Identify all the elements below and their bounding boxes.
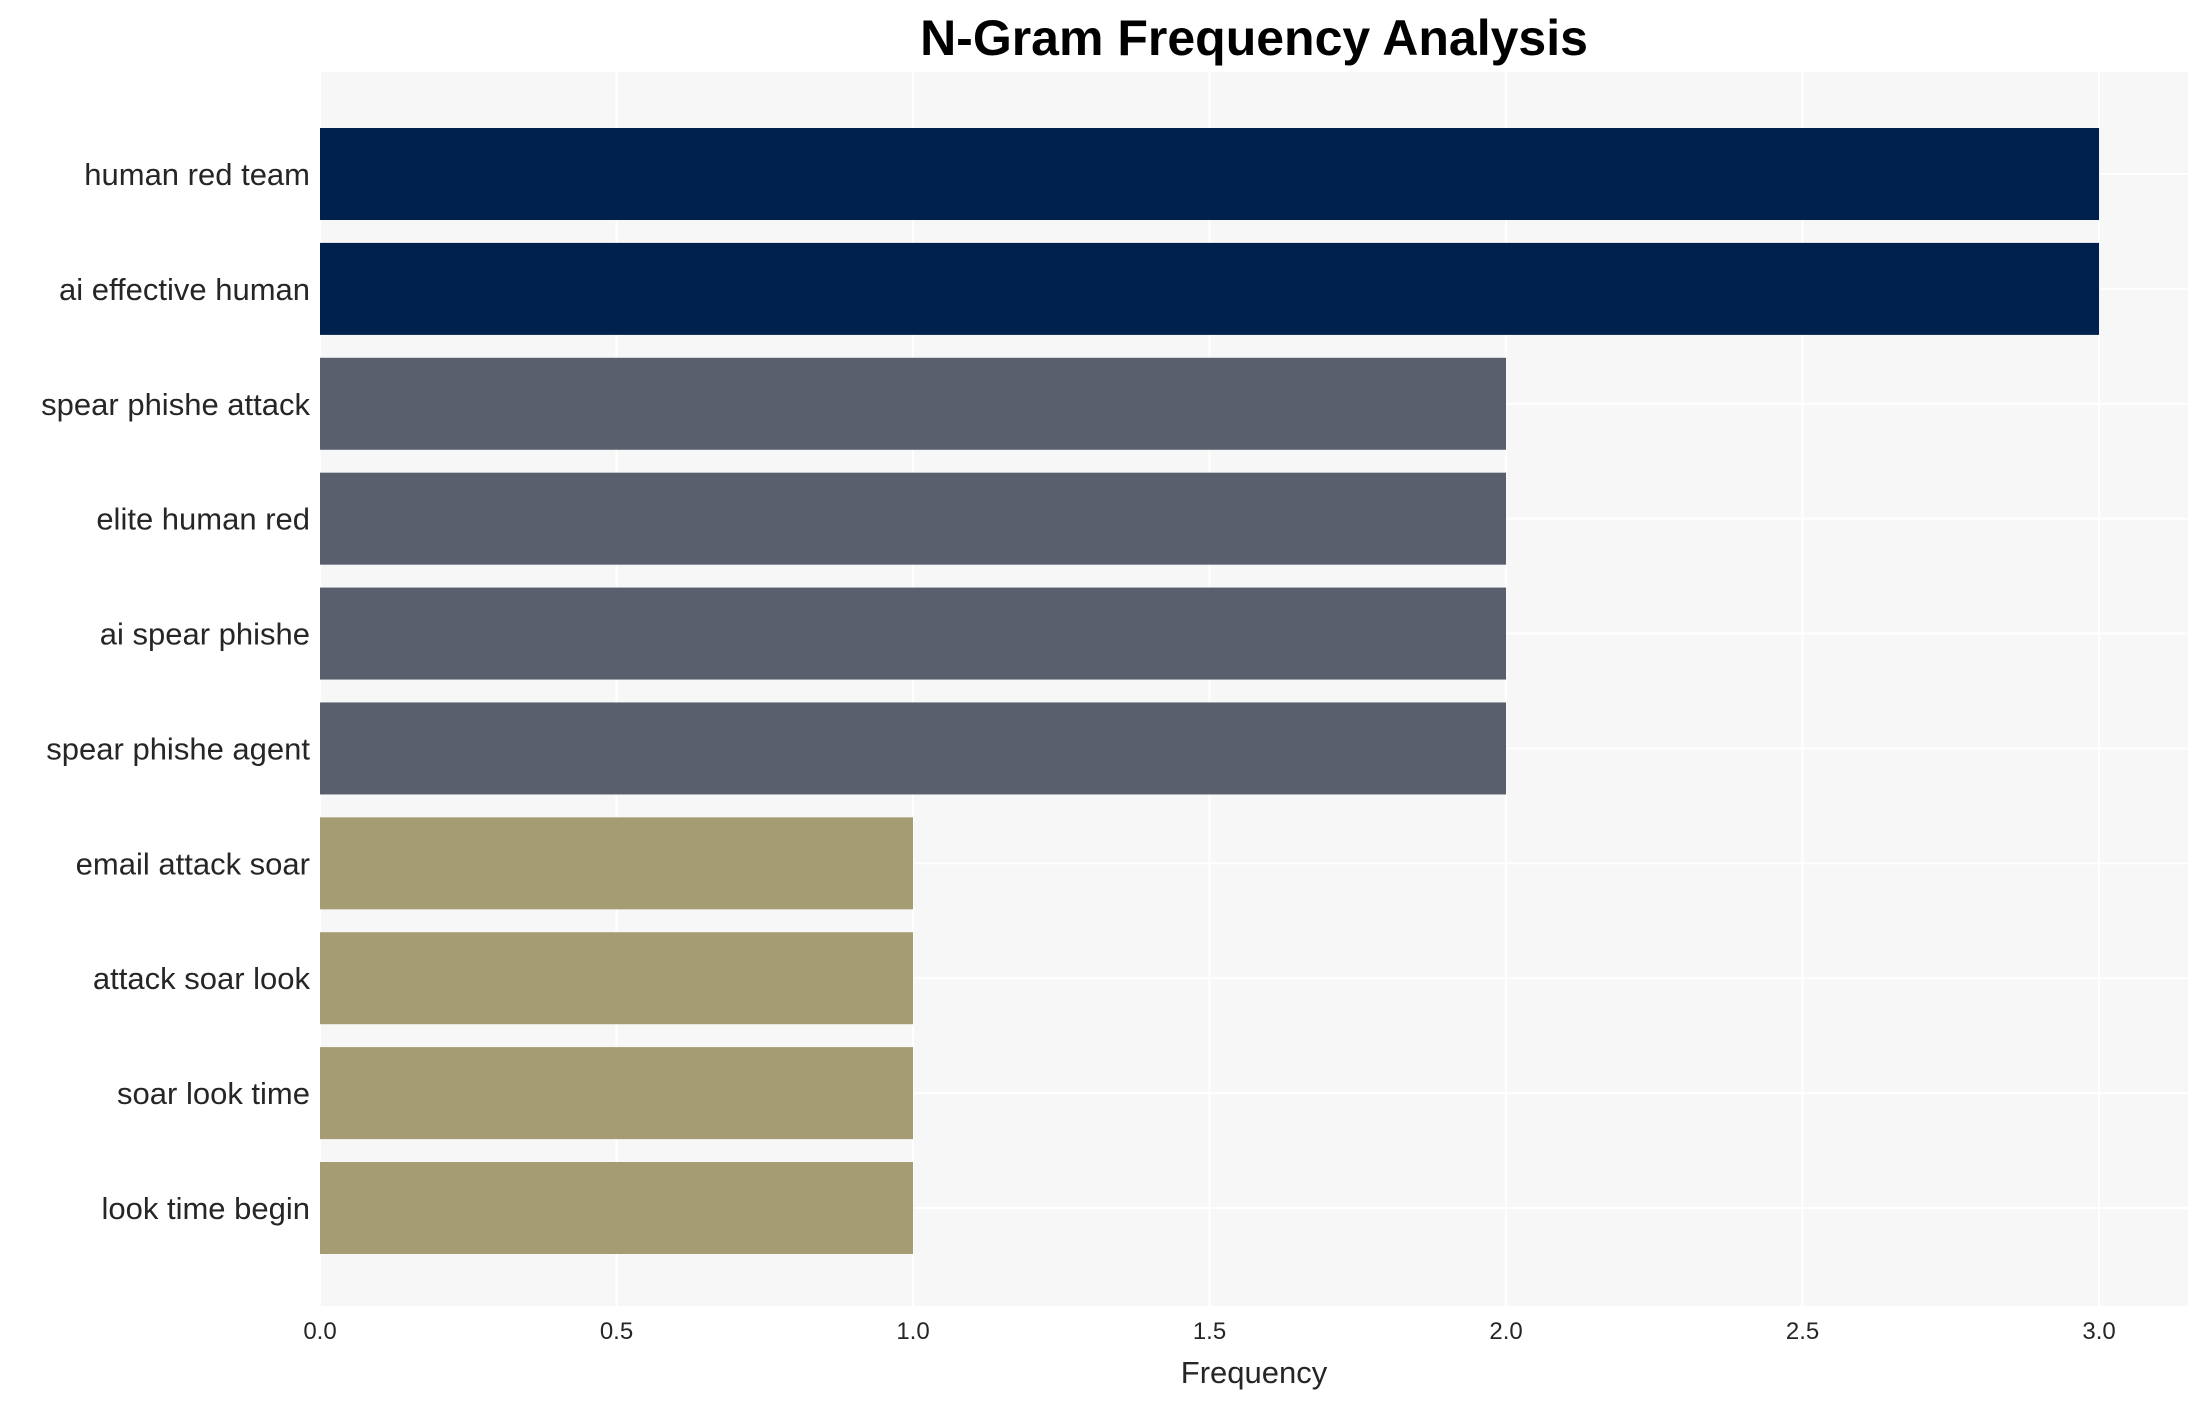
- x-tick-label: 1.0: [896, 1318, 929, 1345]
- category-label: ai effective human: [59, 272, 310, 307]
- bar: [320, 128, 2100, 220]
- category-label: soar look time: [117, 1076, 310, 1111]
- x-tick-label: 2.0: [1489, 1318, 1522, 1345]
- bar: [320, 1162, 914, 1254]
- category-labels: human red team ai effective human spear ph…: [41, 157, 310, 1226]
- x-axis-label: Frequency: [1181, 1355, 1328, 1390]
- category-label: spear phishe agent: [46, 731, 310, 766]
- chart-title: N-Gram Frequency Analysis: [920, 10, 1588, 66]
- bar: [320, 357, 1507, 450]
- bar: [320, 1047, 914, 1140]
- bar: [320, 587, 1507, 680]
- x-tick-label: 2.5: [1786, 1318, 1819, 1345]
- bar: [320, 817, 914, 910]
- category-label: human red team: [84, 157, 310, 192]
- x-tick-label: 3.0: [2082, 1318, 2115, 1345]
- category-label: elite human red: [96, 502, 310, 537]
- x-tick-label: 0.5: [600, 1318, 633, 1345]
- x-tick-label: 0.0: [303, 1318, 336, 1345]
- bars: [320, 128, 2100, 1254]
- bar: [320, 932, 914, 1025]
- category-label: email attack soar: [76, 846, 310, 881]
- bar: [320, 242, 2100, 335]
- bar: [320, 472, 1507, 565]
- category-label: ai spear phishe: [100, 617, 310, 652]
- category-label: attack soar look: [93, 961, 311, 996]
- category-label: spear phishe attack: [41, 387, 310, 422]
- x-tick-labels: 0.0 0.5 1.0 1.5 2.0 2.5 3.0: [303, 1318, 2115, 1345]
- category-label: look time begin: [101, 1191, 310, 1226]
- x-tick-label: 1.5: [1193, 1318, 1226, 1345]
- bar: [320, 702, 1507, 795]
